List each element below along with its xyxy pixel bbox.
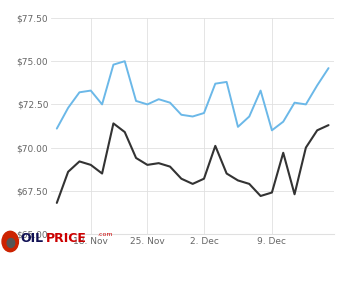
Text: PRICE: PRICE — [46, 232, 87, 245]
Text: OIL: OIL — [20, 232, 44, 245]
Text: .com: .com — [97, 232, 113, 236]
